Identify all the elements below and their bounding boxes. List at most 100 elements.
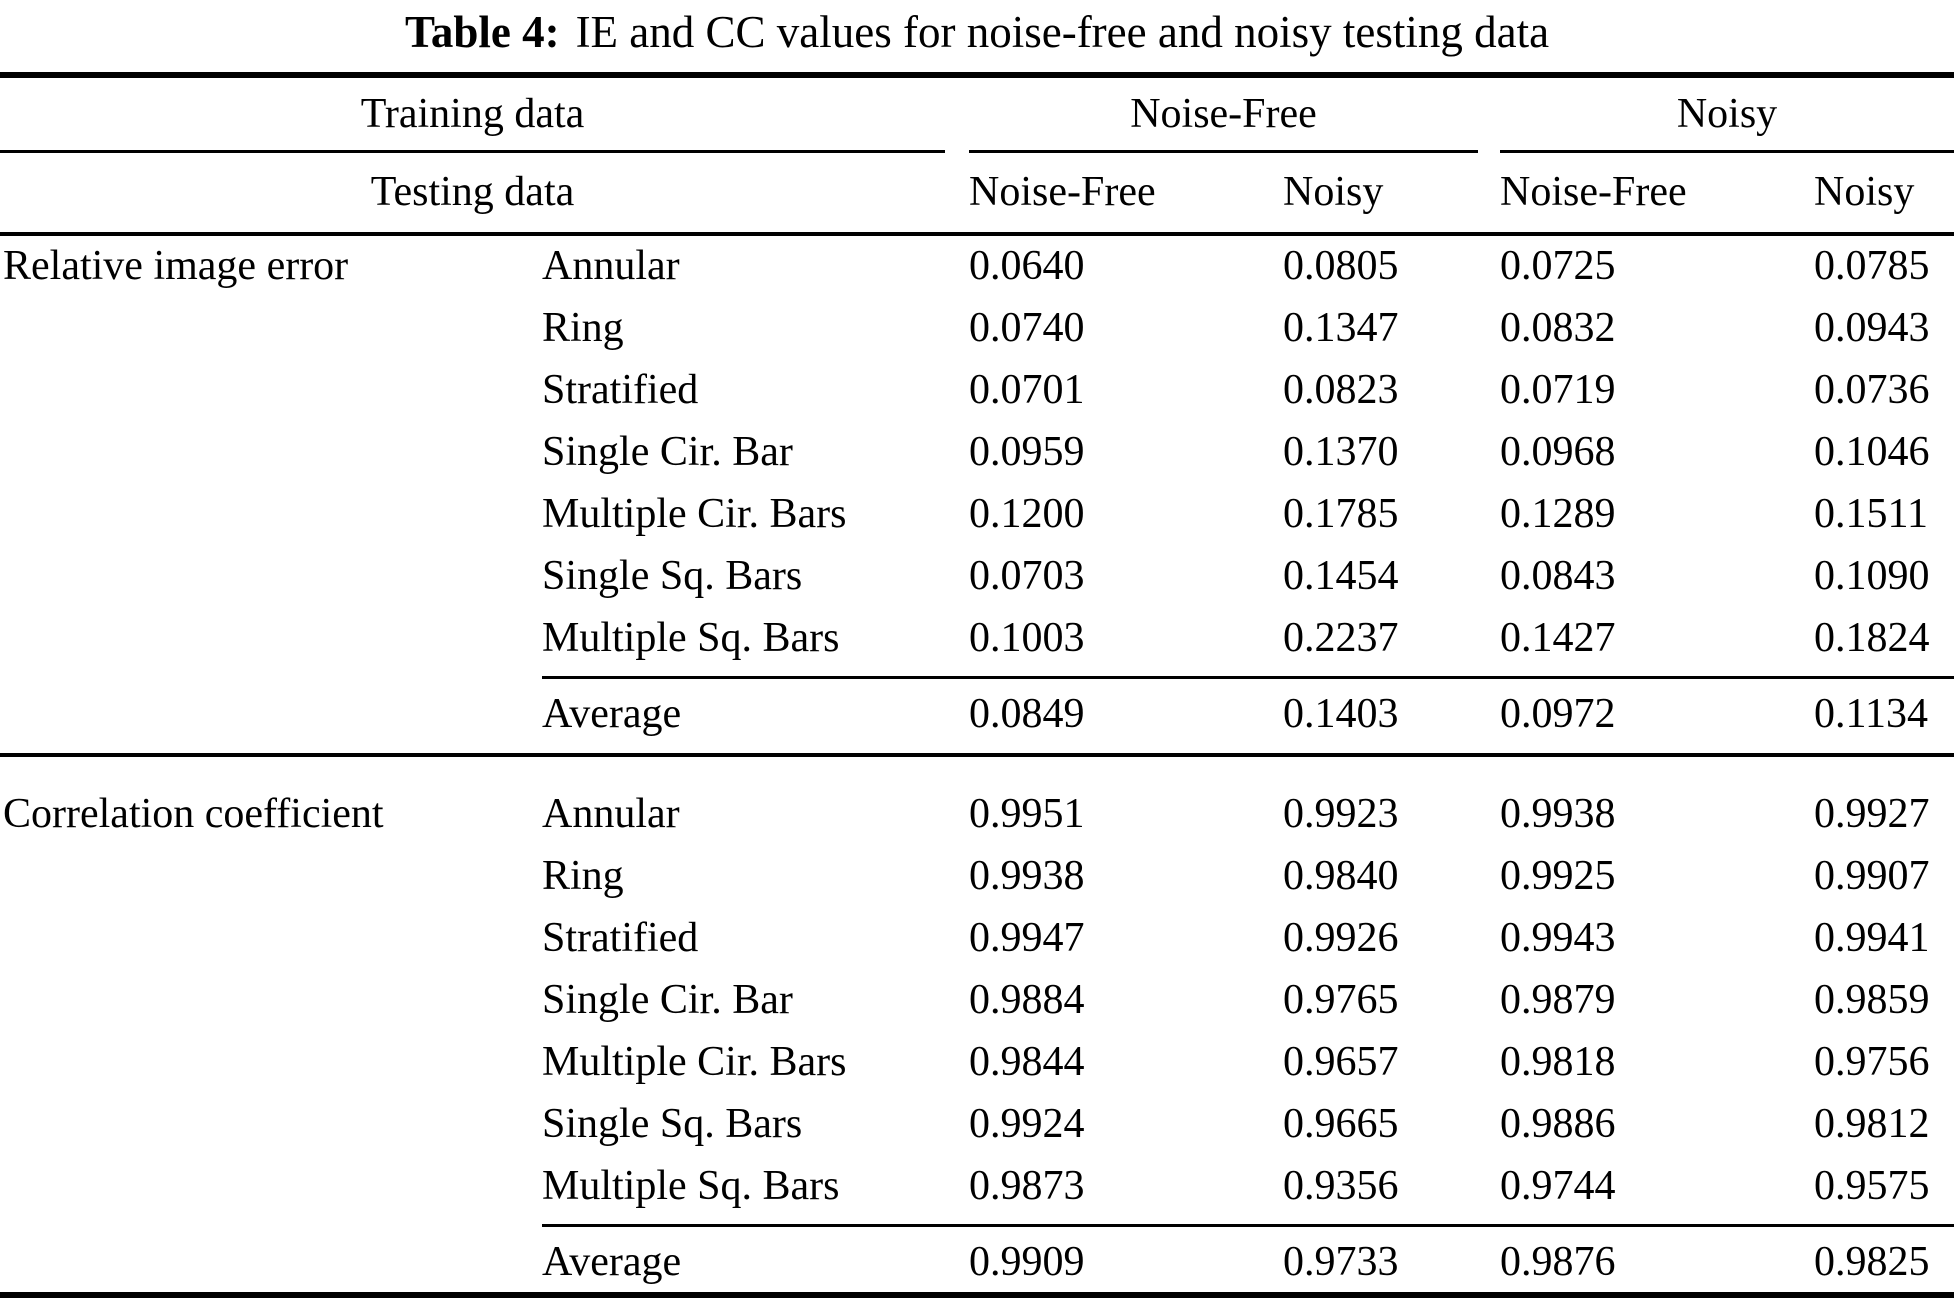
value-cell: 0.1427: [1500, 615, 1616, 661]
value-cell: 0.9947: [969, 915, 1085, 961]
value-cell: 0.1511: [1814, 491, 1928, 537]
header-group-noisy: Noisy: [1676, 91, 1778, 137]
subheader-noisy-1: Noisy: [1283, 169, 1384, 215]
value-cell: 0.1289: [1500, 491, 1616, 537]
value-cell: 0.9884: [969, 977, 1085, 1023]
row-label: Multiple Sq. Bars: [542, 1163, 840, 1209]
value-cell: 0.0736: [1814, 367, 1930, 413]
value-cell: 0.0959: [969, 429, 1085, 475]
table-row: Multiple Sq. Bars 0.1003 0.2237 0.1427 0…: [0, 607, 1954, 669]
section2-average-rule: [542, 1224, 1954, 1227]
value-cell: 0.9873: [969, 1163, 1085, 1209]
value-cell: 0.1403: [1283, 691, 1399, 737]
value-cell: 0.9907: [1814, 853, 1930, 899]
table-row: Multiple Cir. Bars 0.9844 0.9657 0.9818 …: [0, 1031, 1954, 1093]
value-cell: 0.9859: [1814, 977, 1930, 1023]
bottom-rule: [0, 1292, 1954, 1298]
value-cell: 0.0968: [1500, 429, 1616, 475]
cmidrule-training-data: [0, 150, 945, 153]
value-cell: 0.9825: [1814, 1239, 1930, 1285]
value-cell: 0.9356: [1283, 1163, 1399, 1209]
value-cell: 0.9844: [969, 1039, 1085, 1085]
table-row: Single Sq. Bars 0.0703 0.1454 0.0843 0.1…: [0, 545, 1954, 607]
value-cell: 0.9941: [1814, 915, 1930, 961]
row-label: Annular: [542, 243, 680, 289]
value-cell: 0.9951: [969, 791, 1085, 837]
value-cell: 0.9925: [1500, 853, 1616, 899]
value-cell: 0.0805: [1283, 243, 1399, 289]
value-cell: 0.9812: [1814, 1101, 1930, 1147]
value-cell: 0.9876: [1500, 1239, 1616, 1285]
value-cell: 0.9938: [1500, 791, 1616, 837]
value-cell: 0.1785: [1283, 491, 1399, 537]
row-label: Annular: [542, 791, 680, 837]
value-cell: 0.9818: [1500, 1039, 1616, 1085]
value-cell: 0.9879: [1500, 977, 1616, 1023]
row-label: Single Sq. Bars: [542, 1101, 803, 1147]
table-row: Single Cir. Bar 0.9884 0.9765 0.9879 0.9…: [0, 969, 1954, 1031]
value-cell: 0.9924: [969, 1101, 1085, 1147]
value-cell: 0.0719: [1500, 367, 1616, 413]
value-cell: 0.1134: [1814, 691, 1928, 737]
header-midrule: [0, 232, 1954, 236]
row-label: Average: [542, 691, 682, 737]
subheader-noisy-2: Noisy: [1814, 169, 1915, 215]
row-label: Multiple Cir. Bars: [542, 1039, 847, 1085]
value-cell: 0.9923: [1283, 791, 1399, 837]
value-cell: 0.1370: [1283, 429, 1399, 475]
table-row: Ring 0.0740 0.1347 0.0832 0.0943: [0, 297, 1954, 359]
header-group-noise-free: Noise-Free: [1130, 91, 1317, 137]
row-label: Single Cir. Bar: [542, 429, 793, 475]
value-cell: 0.9840: [1283, 853, 1399, 899]
value-cell: 0.0725: [1500, 243, 1616, 289]
value-cell: 0.1454: [1283, 553, 1399, 599]
value-cell: 0.9927: [1814, 791, 1930, 837]
value-cell: 0.9733: [1283, 1239, 1399, 1285]
value-cell: 0.1347: [1283, 305, 1399, 351]
table-row: Single Sq. Bars 0.9924 0.9665 0.9886 0.9…: [0, 1093, 1954, 1155]
average-row: Average 0.0849 0.1403 0.0972 0.1134: [0, 683, 1954, 745]
row-label: Average: [542, 1239, 682, 1285]
section-midrule: [0, 753, 1954, 757]
table-caption: Table 4: IE and CC values for noise-free …: [0, 2, 1954, 62]
value-cell: 0.0740: [969, 305, 1085, 351]
section1-average-rule: [542, 676, 1954, 679]
value-cell: 0.0703: [969, 553, 1085, 599]
value-cell: 0.0972: [1500, 691, 1616, 737]
table-row: Relative image error Annular 0.0640 0.08…: [0, 235, 1954, 297]
table-row: Stratified 0.0701 0.0823 0.0719 0.0736: [0, 359, 1954, 421]
section-label: Relative image error: [3, 243, 349, 289]
value-cell: 0.1824: [1814, 615, 1930, 661]
value-cell: 0.9926: [1283, 915, 1399, 961]
subheader-noise-free-2: Noise-Free: [1500, 169, 1687, 215]
value-cell: 0.0640: [969, 243, 1085, 289]
row-label: Stratified: [542, 915, 699, 961]
value-cell: 0.0701: [969, 367, 1085, 413]
subheader-noise-free-1: Noise-Free: [969, 169, 1156, 215]
value-cell: 0.9744: [1500, 1163, 1616, 1209]
table-row: Multiple Sq. Bars 0.9873 0.9356 0.9744 0…: [0, 1155, 1954, 1217]
value-cell: 0.0832: [1500, 305, 1616, 351]
row-label: Ring: [542, 853, 624, 899]
table-row: Correlation coefficient Annular 0.9951 0…: [0, 783, 1954, 845]
average-row: Average 0.9909 0.9733 0.9876 0.9825: [0, 1231, 1954, 1293]
row-label: Stratified: [542, 367, 699, 413]
cmidrule-noisy-group: [1500, 150, 1954, 153]
row-label: Multiple Cir. Bars: [542, 491, 847, 537]
value-cell: 0.9657: [1283, 1039, 1399, 1085]
value-cell: 0.0823: [1283, 367, 1399, 413]
value-cell: 0.9909: [969, 1239, 1085, 1285]
top-rule: [0, 72, 1954, 78]
value-cell: 0.0849: [969, 691, 1085, 737]
header-training-data: Training data: [360, 91, 585, 137]
row-label: Single Sq. Bars: [542, 553, 803, 599]
value-cell: 0.0785: [1814, 243, 1930, 289]
value-cell: 0.9765: [1283, 977, 1399, 1023]
value-cell: 0.2237: [1283, 615, 1399, 661]
value-cell: 0.9886: [1500, 1101, 1616, 1147]
table-row: Multiple Cir. Bars 0.1200 0.1785 0.1289 …: [0, 483, 1954, 545]
value-cell: 0.1003: [969, 615, 1085, 661]
value-cell: 0.9575: [1814, 1163, 1930, 1209]
header-row-training: Training data Noise-Free Noisy: [0, 82, 1954, 146]
